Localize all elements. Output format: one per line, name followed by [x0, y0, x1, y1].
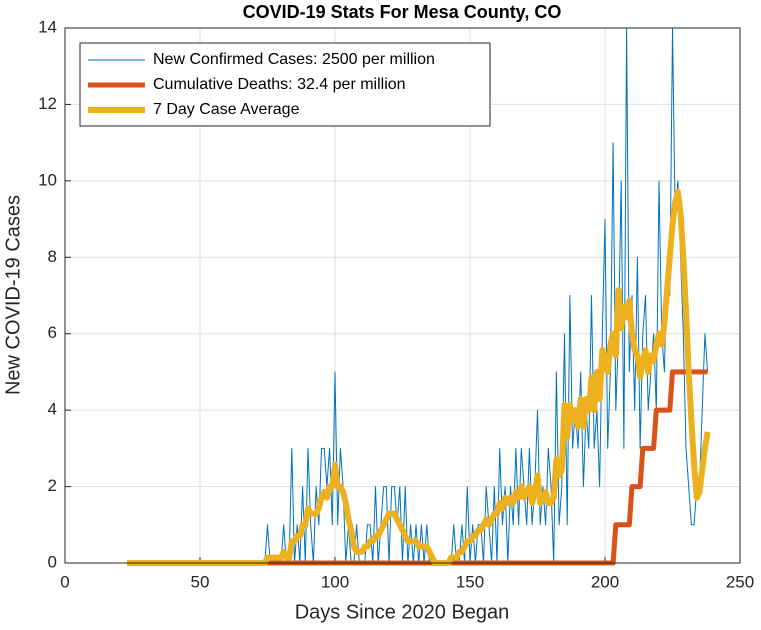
- y-tick-label: 8: [48, 247, 57, 266]
- x-tick-label: 0: [60, 572, 69, 591]
- y-tick-label: 14: [38, 17, 57, 36]
- axes-box: [64, 27, 741, 564]
- y-tick-label: 10: [38, 170, 57, 189]
- y-tick-label: 0: [48, 552, 57, 571]
- legend-box: [79, 42, 491, 127]
- x-tick-label: 200: [591, 572, 619, 591]
- x-tick-label: 250: [726, 572, 754, 591]
- chart-title: COVID-19 Stats For Mesa County, CO: [243, 2, 562, 22]
- x-tick-label: 150: [456, 572, 484, 591]
- y-tick-label: 6: [48, 323, 57, 342]
- legend-label: Cumulative Deaths: 32.4 per million: [153, 76, 406, 93]
- x-tick-label: 100: [321, 572, 349, 591]
- x-axis-label: Days Since 2020 Began: [295, 601, 510, 623]
- y-tick-label: 2: [48, 476, 57, 495]
- y-axis-label: New COVID-19 Cases: [2, 195, 24, 395]
- y-tick-label: 12: [38, 94, 57, 113]
- legend-label: New Confirmed Cases: 2500 per million: [153, 51, 435, 68]
- legend-label: 7 Day Case Average: [153, 101, 300, 118]
- x-tick-label: 50: [191, 572, 210, 591]
- y-tick-label: 4: [48, 400, 57, 419]
